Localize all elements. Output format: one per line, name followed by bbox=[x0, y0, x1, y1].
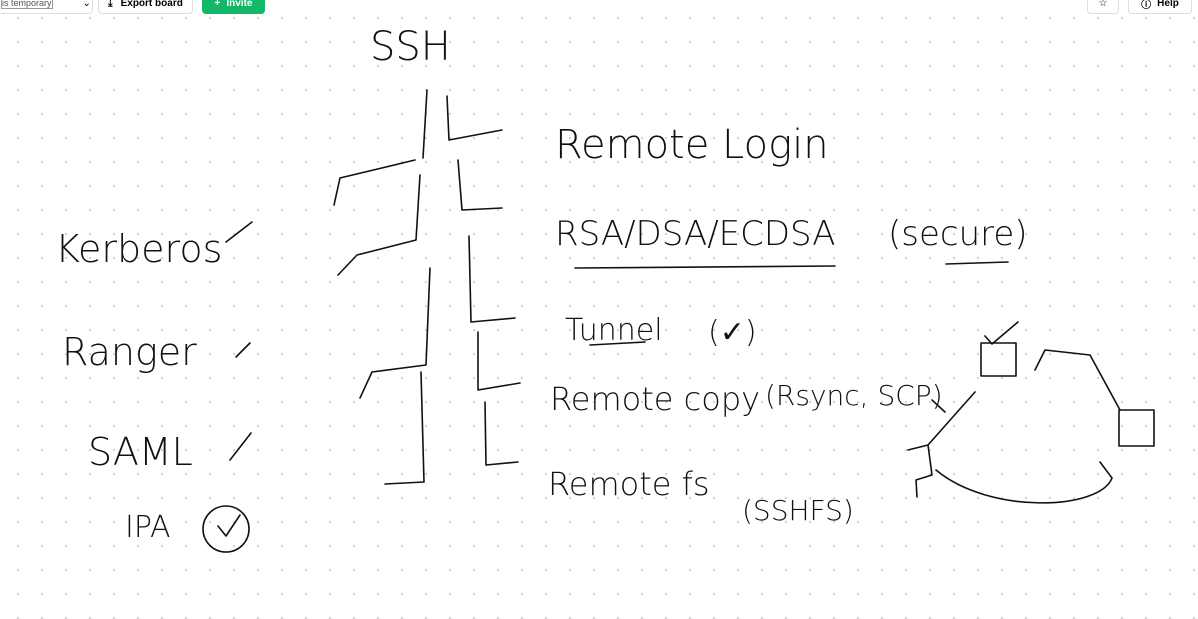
branch: Remote Login bbox=[555, 122, 829, 168]
help-button[interactable]: ⓘ Help bbox=[1128, 0, 1192, 14]
auth-item: SAML bbox=[88, 430, 193, 474]
export-button[interactable]: ⤓ Export board bbox=[98, 0, 193, 14]
box bbox=[980, 342, 1017, 377]
invite-button[interactable]: + Invite bbox=[202, 0, 265, 14]
box bbox=[1118, 409, 1155, 447]
board-notice: is temporary ⌄ bbox=[0, 0, 93, 14]
export-label: Export board bbox=[120, 0, 183, 9]
invite-label: Invite bbox=[226, 0, 253, 9]
branch: Remote copy bbox=[550, 380, 760, 418]
branch-note: (✓) bbox=[708, 315, 757, 350]
branch-note: (SSHFS) bbox=[742, 494, 854, 527]
branch: Tunnel bbox=[565, 313, 663, 348]
auth-item: IPA bbox=[125, 510, 171, 545]
notice-text: is temporary bbox=[1, 0, 53, 9]
branch: Remote fs bbox=[548, 465, 710, 503]
branch-note: (secure) bbox=[888, 214, 1028, 254]
star-button[interactable]: ☆ bbox=[1087, 0, 1119, 14]
auth-item: Ranger bbox=[62, 330, 197, 374]
title: SSH bbox=[370, 24, 451, 70]
branch: RSA/DSA/ECDSA bbox=[555, 214, 836, 254]
strokes bbox=[202, 89, 1155, 553]
branch-note: (Rsync, SCP) bbox=[765, 379, 943, 412]
auth-item: Kerberos bbox=[55, 227, 222, 271]
help-label: Help bbox=[1157, 0, 1179, 9]
